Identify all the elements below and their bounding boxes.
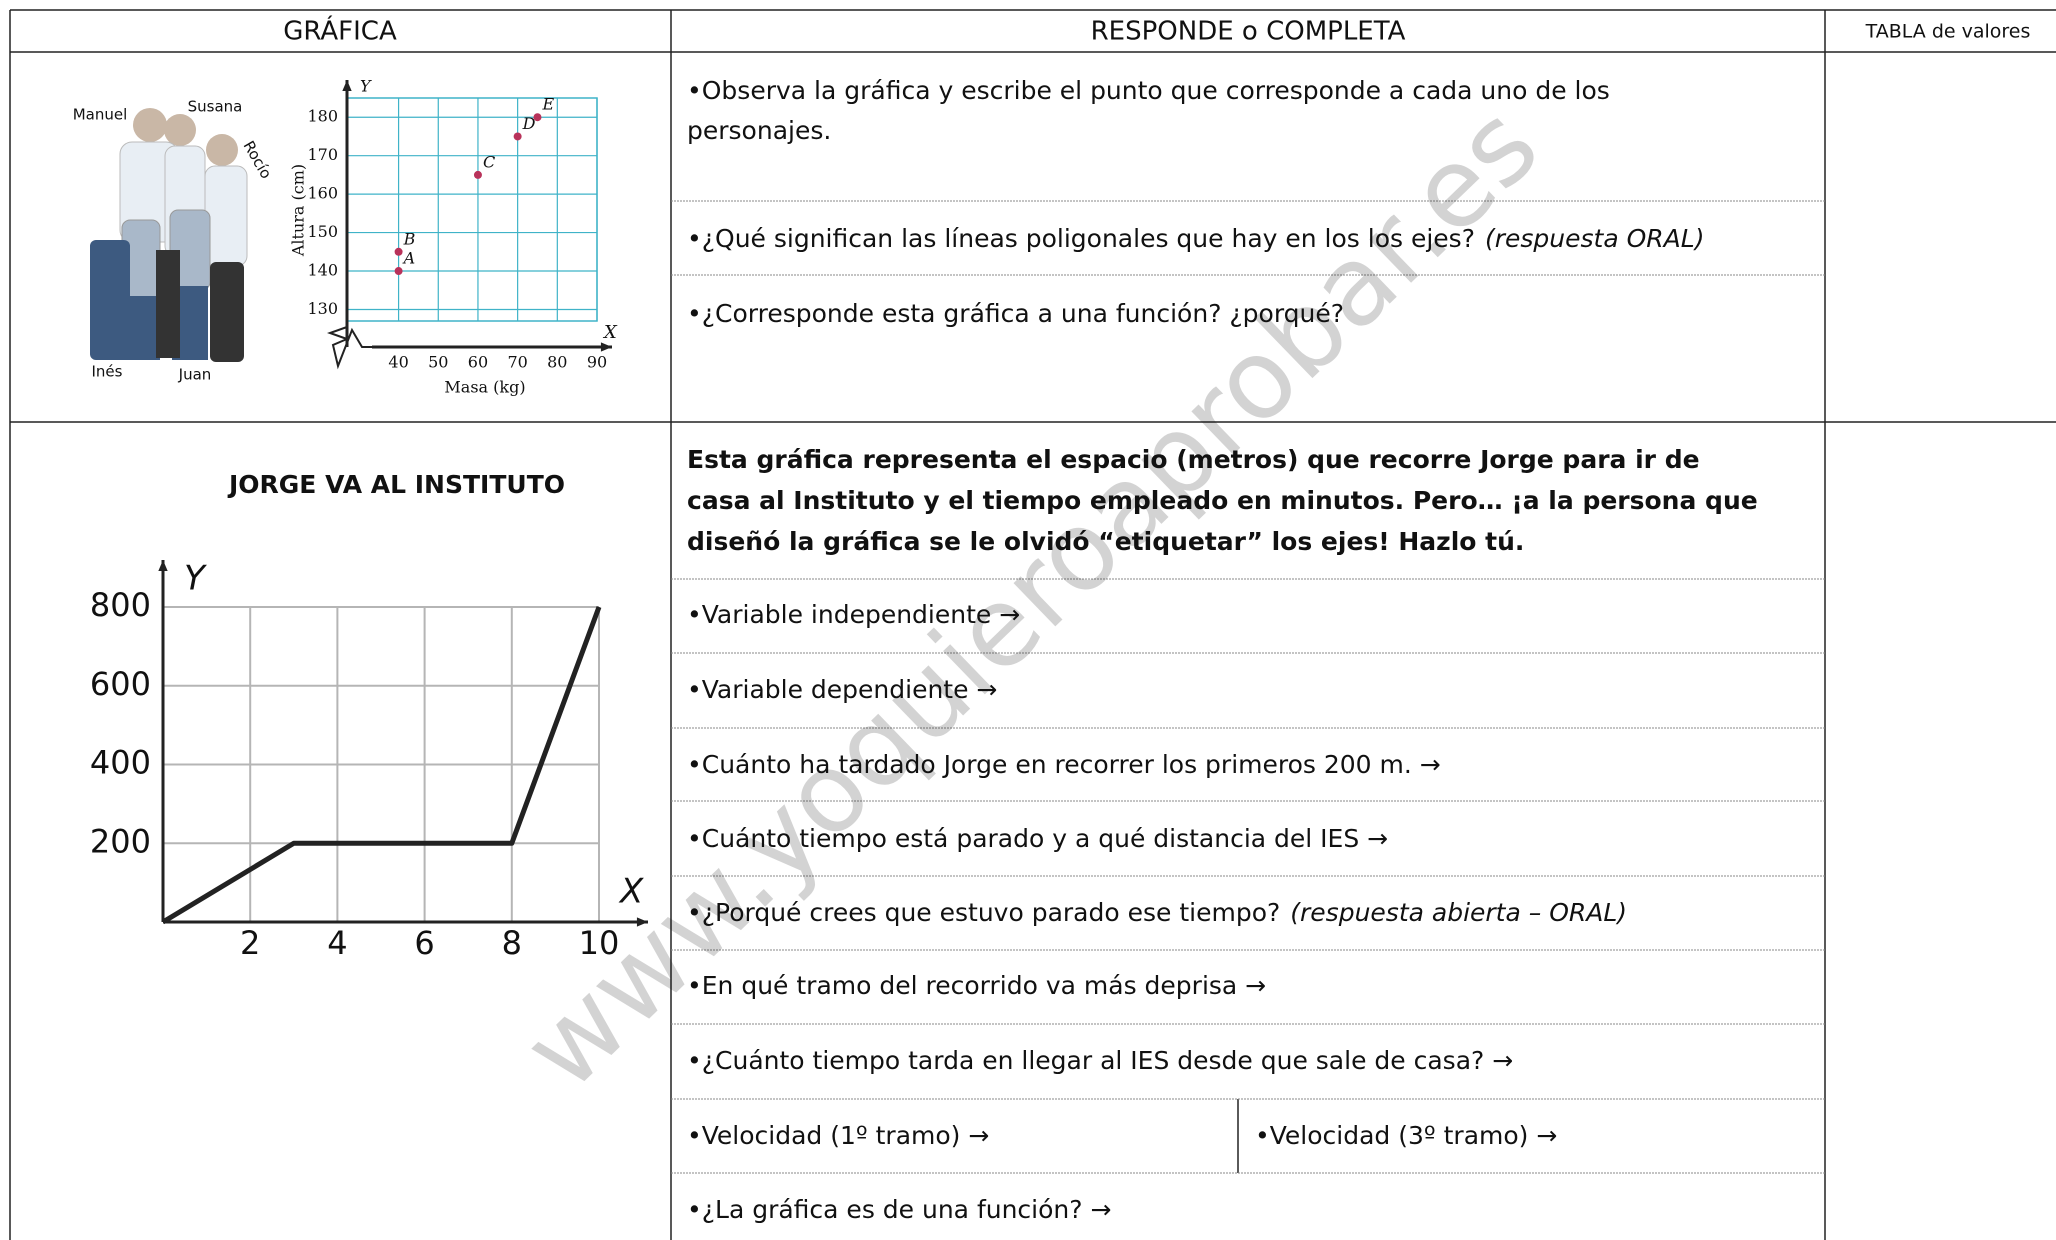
y-axis-name: Y [184, 559, 207, 599]
y-axis-head [158, 560, 168, 572]
y-tick-label: 800 [90, 586, 151, 624]
header-cell: RESPONDE o COMPLETA [1091, 17, 1406, 47]
y-tick-label: 400 [90, 744, 151, 782]
person-name: Juan [178, 366, 212, 384]
question: •¿Qué significan las líneas poligonales … [687, 224, 1475, 253]
y-tick-label: 160 [307, 184, 338, 203]
y-tick-label: 140 [307, 261, 338, 280]
item: •Variable independiente → [687, 600, 1020, 629]
x-tick-label: 4 [327, 924, 347, 962]
item: •Velocidad (1º tramo) → [687, 1121, 989, 1150]
intro-line: casa al Instituto y el tiempo empleado e… [687, 486, 1758, 515]
item: •Velocidad (3º tramo) → [1255, 1121, 1557, 1150]
person-name: Manuel [73, 106, 128, 124]
y-tick-label: 600 [90, 665, 151, 703]
row-separators [671, 200, 1825, 1174]
y-axis-head [342, 80, 352, 92]
x-tick-label: 2 [240, 924, 260, 962]
item: •¿Porqué crees que estuvo parado ese tie… [687, 898, 1280, 927]
point [394, 267, 403, 276]
chart-title: JORGE VA AL INSTITUTO [227, 470, 565, 499]
x-tick-label: 70 [507, 353, 527, 372]
header-cell: GRÁFICA [283, 15, 397, 47]
y-tick-label: 130 [307, 299, 338, 318]
point [473, 170, 482, 179]
family-photo [90, 108, 248, 362]
intro-line: diseñó la gráfica se le olvidó “etiqueta… [687, 527, 1524, 556]
x-tick-label: 40 [388, 353, 408, 372]
point [394, 247, 403, 256]
header-cell: TABLA de valores [1865, 21, 2031, 43]
x-axis-head [636, 917, 648, 927]
y-axis-label: Altura (cm) [289, 164, 308, 257]
person-name: Inés [92, 363, 123, 381]
y-tick-label: 200 [90, 822, 151, 860]
point-label: B [403, 229, 416, 248]
y-tick-label: 170 [307, 145, 338, 164]
question: •Observa la gráfica y escribe el punto q… [687, 76, 1610, 105]
x-axis-head [600, 342, 612, 352]
question: personajes. [687, 116, 831, 145]
point [533, 113, 542, 122]
item: •Cuánto ha tardado Jorge en recorrer los… [687, 750, 1441, 779]
item: •¿Cuánto tiempo tarda en llegar al IES d… [687, 1046, 1513, 1075]
axis-break [326, 321, 372, 370]
item: •Cuánto tiempo está parado y a qué dista… [687, 824, 1388, 853]
intro-line: Esta gráfica representa el espacio (metr… [687, 445, 1700, 474]
question: •¿Corresponde esta gráfica a una función… [687, 299, 1344, 328]
point-label: E [541, 95, 554, 114]
x-tick-label: 50 [428, 353, 448, 372]
x-tick-label: 6 [414, 924, 434, 962]
y-tick-label: 180 [307, 107, 338, 126]
item: •En qué tramo del recorrido va más depri… [687, 971, 1266, 1000]
point [513, 132, 522, 141]
note: (respuesta abierta – ORAL) [1290, 898, 1627, 927]
item: •Variable dependiente → [687, 675, 997, 704]
person-name: Susana [188, 98, 243, 116]
point-label: C [483, 152, 495, 171]
x-axis-name: X [602, 322, 618, 343]
plot-frame [346, 97, 598, 322]
x-tick-label: 80 [547, 353, 567, 372]
table-frame [9, 9, 2056, 1240]
item: •¿La gráfica es de una función? → [687, 1195, 1111, 1224]
line-series [161, 606, 602, 925]
x-axis-name: X [618, 872, 644, 912]
x-tick-label: 8 [502, 924, 522, 962]
x-axis-label: Masa (kg) [444, 378, 525, 397]
point-label: A [402, 249, 416, 268]
y-tick-label: 150 [307, 222, 338, 241]
point-label: D [522, 114, 536, 133]
x-tick-label: 10 [579, 924, 620, 962]
x-tick-label: 90 [587, 353, 607, 372]
note: (respuesta ORAL) [1485, 224, 1704, 253]
y-axis-name: Y [360, 77, 372, 96]
x-tick-label: 60 [468, 353, 488, 372]
